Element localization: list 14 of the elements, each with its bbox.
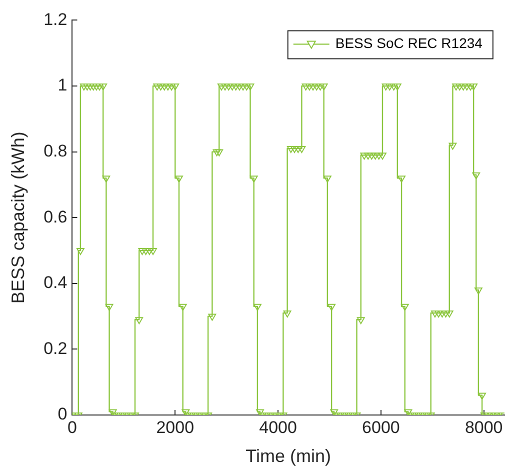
x-tick-label: 2000 xyxy=(156,418,194,437)
y-axis-title: BESS capacity (kWh) xyxy=(8,132,28,304)
legend-label: BESS SoC REC R1234 xyxy=(335,35,483,52)
x-tick-label: 8000 xyxy=(464,418,503,437)
y-tick-label: 1 xyxy=(58,76,68,95)
x-tick-label: 4000 xyxy=(259,418,297,437)
y-tick-label: 0.2 xyxy=(44,338,68,358)
x-tick-label: 6000 xyxy=(362,418,400,437)
y-tick-label: 0.6 xyxy=(44,207,68,226)
y-tick-label: 1.2 xyxy=(44,10,68,29)
y-tick-label: 0.4 xyxy=(44,273,68,292)
y-tick-label: 0 xyxy=(58,404,68,424)
x-axis-title: Time (min) xyxy=(246,446,331,466)
y-tick-label: 0.8 xyxy=(44,141,68,160)
